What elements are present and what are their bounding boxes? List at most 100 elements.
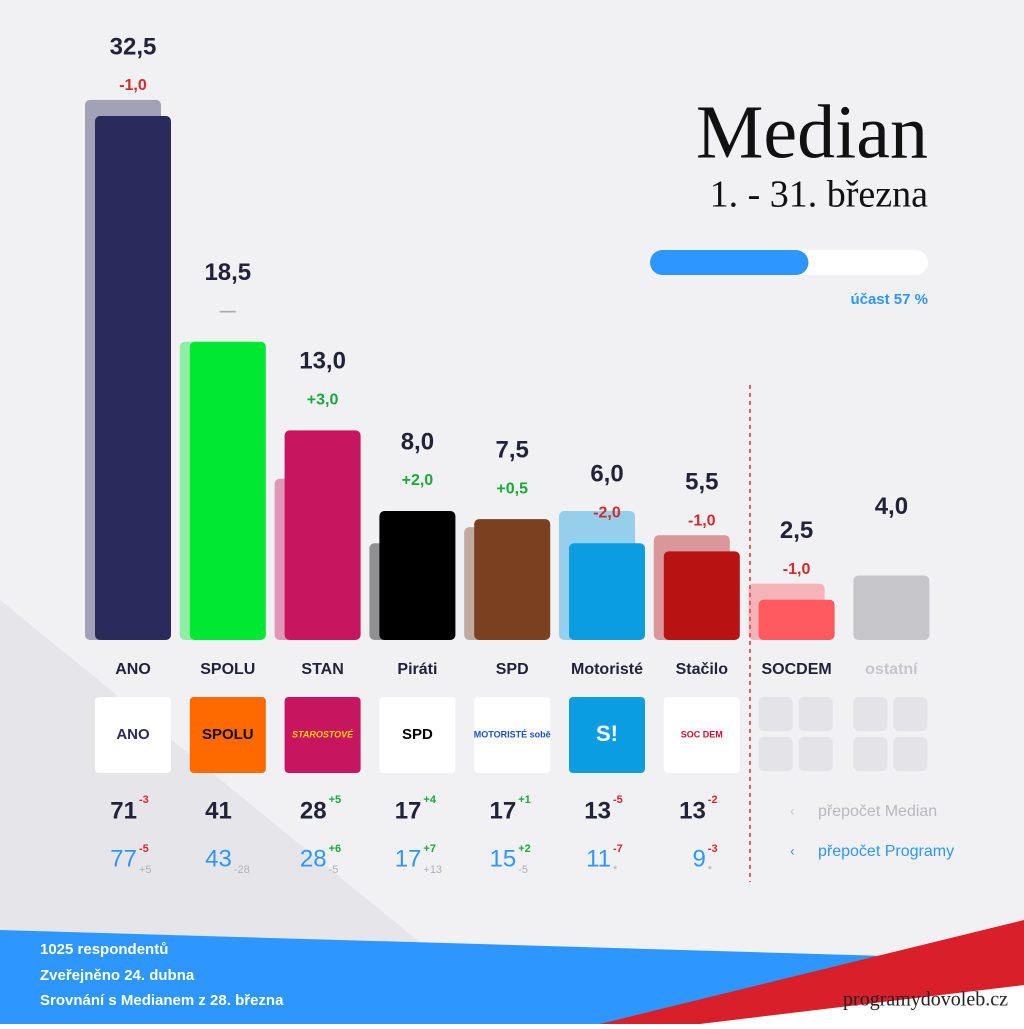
- value-label: 6,0: [590, 461, 623, 488]
- legend-arrow: ‹: [790, 843, 795, 859]
- seats-median-change: +1: [518, 794, 531, 806]
- placeholder-logo: [893, 737, 928, 771]
- category-label: SOCDEM: [761, 661, 831, 678]
- placeholder-logo: [798, 697, 833, 731]
- change-label: +0,5: [496, 480, 528, 497]
- bar: [663, 551, 740, 640]
- category-label: Stačilo: [676, 661, 729, 678]
- change-label: +2,0: [402, 472, 434, 489]
- bar: [853, 575, 930, 640]
- logo-text: S!: [596, 721, 618, 746]
- bar: [569, 543, 645, 640]
- placeholder-logo: [758, 697, 793, 731]
- change-label: -1,0: [688, 513, 716, 530]
- bar: [284, 430, 361, 640]
- seats-programy: 15: [489, 845, 516, 872]
- change-label: -1,0: [119, 77, 147, 94]
- logo-text: SPOLU: [202, 726, 254, 743]
- category-label: SPOLU: [200, 661, 255, 678]
- seats-programy: 11: [586, 845, 611, 872]
- turnout-fill: [650, 250, 809, 275]
- logo-text: SOC DEM: [681, 729, 723, 739]
- seats-programy-change: -7: [613, 843, 623, 855]
- seats-programy-diff: -28: [234, 864, 250, 876]
- seats-median: 28: [300, 797, 327, 824]
- seats-programy-diff: -5: [329, 864, 339, 876]
- placeholder-logo: [893, 697, 928, 731]
- category-label: Piráti: [397, 661, 437, 678]
- seats-programy: 9: [692, 845, 705, 872]
- seats-programy-change: +7: [423, 843, 436, 855]
- seats-programy: 17: [395, 845, 422, 872]
- seats-median-change: +4: [423, 794, 436, 806]
- seats-programy-change: -3: [708, 843, 718, 855]
- footer-text: Srovnání s Medianem z 28. března: [40, 992, 284, 1009]
- bar: [758, 599, 835, 640]
- seats-median-change: -3: [139, 794, 149, 806]
- seats-median: 13: [584, 797, 611, 824]
- logo-text: SPD: [402, 726, 433, 743]
- value-label: 7,5: [496, 436, 529, 463]
- logo-text: MOTORISTÉ sobě: [474, 729, 551, 739]
- value-label: 8,0: [401, 428, 434, 455]
- seats-programy-change: +6: [329, 843, 342, 855]
- seats-programy-diff: +13: [423, 864, 442, 876]
- seat-legend: přepočet Median: [818, 803, 937, 820]
- footer-white: [700, 985, 1024, 1024]
- logo-box: [189, 697, 266, 773]
- seats-programy-diff: *: [613, 864, 618, 876]
- seats-median-change: -5: [613, 794, 623, 806]
- category-label: SPD: [496, 661, 529, 678]
- value-label: 2,5: [780, 517, 813, 544]
- logo-box: [379, 697, 456, 773]
- category-label: Motoristé: [571, 661, 643, 678]
- category-label: STAN: [301, 661, 343, 678]
- seats-programy: 28: [300, 845, 327, 872]
- logo-box: [663, 697, 740, 773]
- site: programydovoleb.cz: [843, 989, 1008, 1011]
- seats-median-change: +5: [329, 794, 342, 806]
- value-label: 4,0: [875, 493, 908, 520]
- seats-programy: 77: [110, 845, 137, 872]
- footer-text: Zveřejněno 24. dubna: [40, 967, 195, 984]
- seats-programy-change: -5: [139, 843, 149, 855]
- seats-median: 13: [679, 797, 706, 824]
- seat-legend: přepočet Programy: [818, 843, 954, 860]
- value-label: 18,5: [204, 259, 251, 286]
- logo-box: [569, 697, 645, 773]
- seats-median: 17: [395, 797, 422, 824]
- title: Median: [696, 90, 928, 174]
- change-label: -2,0: [593, 504, 621, 521]
- category-label: ANO: [115, 661, 151, 678]
- placeholder-logo: [853, 737, 888, 771]
- placeholder-logo: [853, 697, 888, 731]
- legend-arrow: ‹: [790, 803, 795, 819]
- logo-box: [474, 697, 551, 773]
- seats-programy-change: +2: [518, 843, 531, 855]
- category-label: ostatní: [865, 661, 918, 678]
- value-label: 13,0: [299, 348, 346, 375]
- seats-median: 17: [489, 797, 516, 824]
- change-label: —: [220, 303, 236, 320]
- seats-programy-diff: *: [708, 864, 713, 876]
- change-label: -1,0: [783, 561, 811, 578]
- value-label: 32,5: [110, 33, 157, 60]
- seats-programy: 43: [205, 845, 232, 872]
- logo-box: [284, 697, 361, 773]
- placeholder-logo: [798, 737, 833, 771]
- logo-text: ANO: [116, 726, 150, 743]
- footer-text: 1025 respondentů: [40, 941, 168, 958]
- turnout-label: účast 57 %: [850, 291, 928, 308]
- seats-programy-diff: -5: [518, 864, 528, 876]
- seats-median: 71: [110, 797, 137, 824]
- bar: [379, 511, 456, 640]
- subtitle: 1. - 31. března: [710, 174, 929, 216]
- logo-text: STAROSTOVÉ: [292, 729, 354, 739]
- logo-box: [95, 697, 171, 773]
- placeholder-logo: [758, 737, 793, 771]
- seats-median-change: -2: [708, 794, 718, 806]
- seats-median: 41: [205, 797, 232, 824]
- seats-programy-diff: +5: [139, 864, 152, 876]
- bar: [474, 519, 551, 640]
